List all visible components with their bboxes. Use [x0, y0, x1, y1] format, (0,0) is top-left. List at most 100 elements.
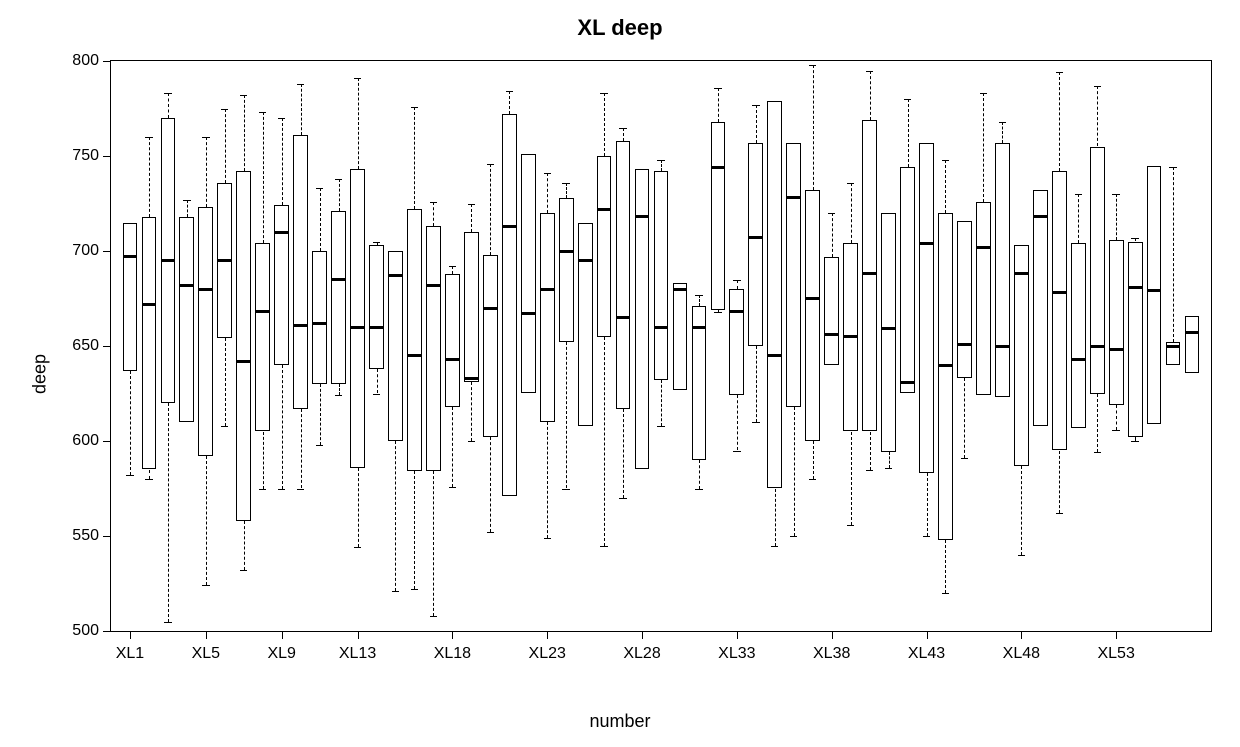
whisker-cap-lower	[202, 585, 209, 586]
median-line	[578, 259, 593, 262]
whisker-cap-lower	[1112, 430, 1119, 431]
whisker-cap-lower	[562, 489, 569, 490]
xtick-mark	[282, 631, 283, 639]
xtick-label: XL53	[1097, 645, 1134, 663]
whisker-upper	[870, 71, 871, 120]
ytick-mark	[103, 441, 111, 442]
whisker-cap-lower	[923, 536, 930, 537]
whisker-cap-lower	[411, 589, 418, 590]
box-rect	[729, 289, 744, 395]
median-line	[388, 274, 403, 277]
whisker-cap-upper	[411, 107, 418, 108]
median-line	[123, 255, 138, 258]
median-line	[654, 326, 669, 329]
median-line	[426, 284, 441, 287]
median-line	[331, 278, 346, 281]
whisker-lower	[490, 437, 491, 532]
xtick-mark	[547, 631, 548, 639]
whisker-lower	[813, 441, 814, 479]
box-rect	[502, 114, 517, 496]
whisker-upper	[490, 164, 491, 255]
whisker-cap-upper	[809, 65, 816, 66]
x-axis-label: number	[0, 711, 1240, 732]
whisker-cap-lower	[259, 489, 266, 490]
median-line	[1166, 345, 1181, 348]
box-rect	[312, 251, 327, 384]
box-rect	[957, 221, 972, 379]
box-rect	[1185, 316, 1200, 373]
whisker-cap-upper	[468, 204, 475, 205]
ytick-mark	[103, 536, 111, 537]
whisker-cap-lower	[316, 445, 323, 446]
whisker-cap-upper	[164, 93, 171, 94]
whisker-cap-upper	[487, 164, 494, 165]
box-rect	[236, 171, 251, 521]
box-rect	[673, 283, 688, 389]
whisker-upper	[471, 204, 472, 233]
median-line	[274, 231, 289, 234]
whisker-upper	[851, 183, 852, 244]
box-rect	[900, 167, 915, 393]
whisker-cap-upper	[980, 93, 987, 94]
whisker-upper	[339, 179, 340, 211]
whisker-lower	[225, 338, 226, 425]
box-rect	[786, 143, 801, 407]
whisker-cap-upper	[752, 105, 759, 106]
plot-area: 500550600650700750800XL1XL5XL9XL13XL18XL…	[110, 60, 1212, 632]
whisker-upper	[1059, 72, 1060, 171]
box-rect	[654, 171, 669, 380]
median-line	[729, 310, 744, 313]
whisker-cap-lower	[866, 470, 873, 471]
whisker-cap-lower	[1056, 513, 1063, 514]
median-line	[995, 345, 1010, 348]
median-line	[1071, 358, 1086, 361]
xtick-label: XL23	[529, 645, 566, 663]
whisker-cap-upper	[449, 266, 456, 267]
ytick-mark	[103, 631, 111, 632]
whisker-cap-upper	[600, 93, 607, 94]
whisker-upper	[433, 202, 434, 227]
box-rect	[1128, 242, 1143, 438]
whisker-cap-upper	[145, 137, 152, 138]
xtick-mark	[737, 631, 738, 639]
whisker-cap-lower	[164, 622, 171, 623]
whisker-lower	[566, 342, 567, 488]
whisker-lower	[623, 409, 624, 498]
median-line	[805, 297, 820, 300]
whisker-cap-upper	[1112, 194, 1119, 195]
box-rect	[597, 156, 612, 337]
whisker-cap-lower	[885, 468, 892, 469]
whisker-cap-upper	[1169, 167, 1176, 168]
whisker-cap-upper	[354, 78, 361, 79]
median-line	[919, 242, 934, 245]
xtick-label: XL13	[339, 645, 376, 663]
xtick-mark	[927, 631, 928, 639]
whisker-cap-lower	[487, 532, 494, 533]
xtick-label: XL18	[434, 645, 471, 663]
whisker-cap-upper	[999, 122, 1006, 123]
whisker-lower	[206, 456, 207, 585]
box-rect	[748, 143, 763, 346]
median-line	[938, 364, 953, 367]
box-rect	[255, 243, 270, 431]
whisker-cap-upper	[562, 183, 569, 184]
whisker-lower	[870, 432, 871, 470]
box-rect	[1071, 243, 1086, 427]
whisker-lower	[794, 407, 795, 536]
whisker-upper	[149, 137, 150, 217]
xtick-label: XL28	[623, 645, 660, 663]
median-line	[1109, 348, 1124, 351]
ytick-mark	[103, 251, 111, 252]
whisker-upper	[718, 88, 719, 122]
whisker-lower	[945, 540, 946, 593]
box-rect	[767, 101, 782, 489]
whisker-cap-lower	[752, 422, 759, 423]
box-rect	[142, 217, 157, 470]
box-rect	[426, 226, 441, 471]
median-line	[1128, 286, 1143, 289]
xtick-label: XL43	[908, 645, 945, 663]
whisker-lower	[889, 452, 890, 467]
whisker-upper	[358, 78, 359, 169]
whisker-upper	[1173, 167, 1174, 342]
box-rect	[483, 255, 498, 437]
